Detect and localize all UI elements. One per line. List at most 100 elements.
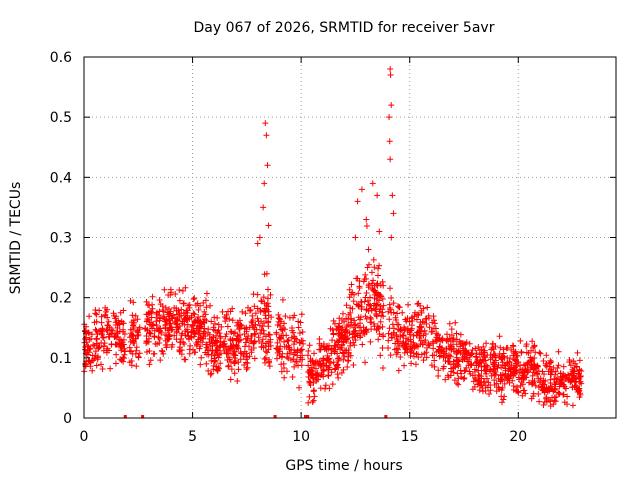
data-point <box>443 337 450 344</box>
data-point <box>167 320 174 327</box>
data-point <box>134 316 141 323</box>
data-point <box>327 325 334 332</box>
data-point <box>528 395 535 402</box>
data-point <box>550 388 557 395</box>
data-point <box>476 347 483 354</box>
data-point <box>315 373 322 380</box>
data-point <box>569 402 576 409</box>
data-point <box>544 388 551 395</box>
data-point <box>258 344 265 351</box>
data-point <box>375 265 382 272</box>
data-point <box>340 350 347 357</box>
data-point <box>257 330 264 337</box>
data-point <box>118 337 125 344</box>
data-point <box>207 371 214 378</box>
data-point <box>179 330 186 337</box>
data-point <box>317 385 324 392</box>
data-point <box>295 324 302 331</box>
data-point <box>425 340 432 347</box>
data-point <box>120 328 127 335</box>
data-point <box>433 338 440 345</box>
data-point <box>529 338 536 345</box>
data-point <box>340 366 347 373</box>
data-point <box>179 287 186 294</box>
data-point <box>127 297 134 304</box>
data-point <box>325 372 332 379</box>
data-point <box>320 366 327 373</box>
data-point <box>91 342 98 349</box>
data-point <box>197 361 204 368</box>
data-point <box>334 361 341 368</box>
data-point <box>116 320 123 327</box>
data-point <box>281 343 288 350</box>
data-point <box>299 337 306 344</box>
data-point <box>328 369 335 376</box>
data-point <box>536 398 543 405</box>
data-point <box>568 370 575 377</box>
data-point <box>499 359 506 366</box>
data-point <box>314 359 321 366</box>
data-point <box>261 331 268 338</box>
data-point <box>93 318 100 325</box>
data-point <box>120 336 127 343</box>
data-point <box>176 297 183 304</box>
data-point <box>310 379 317 386</box>
data-point <box>457 343 464 350</box>
data-point <box>466 368 473 375</box>
data-point <box>326 385 333 392</box>
data-point <box>421 339 428 346</box>
data-point <box>217 335 224 342</box>
data-point <box>362 294 369 301</box>
data-point <box>244 364 251 371</box>
data-point-peak <box>358 186 365 193</box>
data-point <box>391 329 398 336</box>
data-point <box>537 350 544 357</box>
data-point <box>454 370 461 377</box>
data-point <box>433 330 440 337</box>
data-point <box>502 365 509 372</box>
data-point <box>504 344 511 351</box>
data-point-peak <box>388 234 395 241</box>
data-point <box>490 366 497 373</box>
data-point <box>531 378 538 385</box>
data-point <box>371 320 378 327</box>
data-point <box>280 338 287 345</box>
data-point <box>460 375 467 382</box>
data-point <box>277 335 284 342</box>
data-point <box>498 372 505 379</box>
data-point <box>523 341 530 348</box>
data-point <box>442 376 449 383</box>
data-point <box>431 357 438 364</box>
data-point <box>328 350 335 357</box>
data-point <box>525 359 532 366</box>
data-point <box>438 352 445 359</box>
data-point <box>215 354 222 361</box>
data-point <box>517 362 524 369</box>
data-point <box>173 336 180 343</box>
data-point <box>112 360 119 367</box>
data-point <box>329 381 336 388</box>
data-point <box>355 290 362 297</box>
data-point <box>88 335 95 342</box>
data-point <box>95 345 102 352</box>
data-point <box>362 313 369 320</box>
data-point <box>547 402 554 409</box>
data-point <box>500 346 507 353</box>
data-point-peak <box>389 192 396 199</box>
data-point <box>318 371 325 378</box>
data-point <box>205 367 212 374</box>
data-point <box>565 371 572 378</box>
data-point <box>113 341 120 348</box>
data-point <box>536 379 543 386</box>
data-point <box>447 361 454 368</box>
data-point <box>200 313 207 320</box>
data-point <box>539 368 546 375</box>
data-point <box>528 358 535 365</box>
data-point <box>86 346 93 353</box>
data-point <box>363 306 370 313</box>
data-point <box>157 357 164 364</box>
data-point <box>576 366 583 373</box>
data-point <box>530 369 537 376</box>
data-point <box>144 302 151 309</box>
data-point <box>208 370 215 377</box>
